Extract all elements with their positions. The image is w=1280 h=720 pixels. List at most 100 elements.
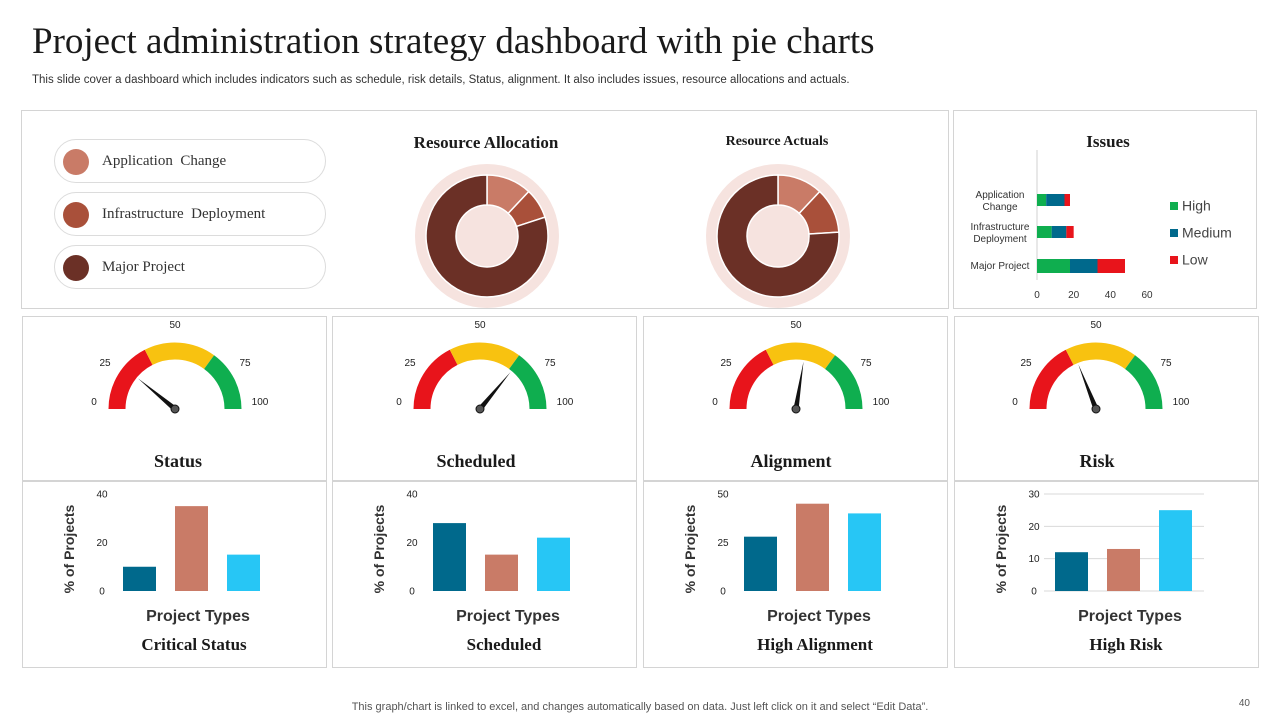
bar-y-tick-label: 10 [1028, 554, 1040, 565]
bar-3 [1159, 510, 1192, 591]
bar-chart-title: High Alignment [757, 635, 873, 654]
page-title: Project administration strategy dashboar… [32, 21, 875, 62]
bar-y-tick-label: 40 [406, 490, 418, 501]
gauge-segment-3 [203, 355, 242, 410]
bar-y-tick-label: 0 [409, 587, 415, 598]
bar-x-axis-label: Project Types [767, 608, 871, 625]
resource-allocation-title: Resource Allocation [413, 133, 559, 152]
resource-actuals-title: Resource Actuals [725, 134, 829, 149]
gauge-label-100: 100 [557, 397, 574, 408]
bar-1 [123, 566, 156, 591]
issues-bar-low-3 [1097, 259, 1125, 273]
bar-3 [848, 513, 881, 591]
gauge-label-100: 100 [252, 397, 269, 408]
gauge-segment-1 [413, 349, 458, 410]
legend-swatch [63, 255, 89, 281]
bar-1 [744, 536, 777, 591]
bar-y-axis-label: % of Projects [682, 504, 698, 593]
page-number: 40 [1238, 698, 1250, 709]
risk-title: Risk [1079, 451, 1115, 471]
critical-status-cell [22, 481, 327, 668]
bar-chart-title: Critical Status [141, 635, 247, 654]
legend-item-infrastructure-deployment: Infrastructure Deployment [54, 192, 326, 236]
issues-legend-label-low: Low [1182, 252, 1209, 268]
issues-bar-low-1 [1064, 194, 1070, 206]
gauge-label-25: 25 [99, 358, 111, 369]
bar-2 [485, 554, 518, 591]
gauge-label-75: 75 [1160, 358, 1172, 369]
bar-x-axis-label: Project Types [146, 608, 250, 625]
bar-y-tick-label: 20 [406, 538, 418, 549]
issues-category-label: Major Project [971, 261, 1030, 272]
issues-legend-swatch-medium [1170, 229, 1178, 237]
gauge-segment-3 [508, 355, 547, 410]
gauge-needle [138, 378, 177, 412]
gauge-label-100: 100 [873, 397, 890, 408]
gauge-needle [793, 361, 804, 410]
gauge-pivot [1091, 404, 1101, 414]
legend-swatch [63, 202, 89, 228]
bar-y-axis-label: % of Projects [993, 504, 1009, 593]
scheduled-gauge: 0 25 50 75 100 [396, 320, 574, 414]
gauge-label-25: 25 [1020, 358, 1032, 369]
gauge-needle [477, 372, 511, 411]
bar-y-tick-label: 0 [1031, 587, 1037, 598]
gauge-label-50: 50 [169, 320, 181, 331]
gauge-segment-1 [108, 349, 153, 410]
gauge-needle [1078, 364, 1099, 410]
bar-3 [537, 537, 570, 591]
issues-panel [953, 110, 1257, 309]
gauge-label-50: 50 [1090, 320, 1102, 331]
risk-gauge: 0 25 50 75 100 [1012, 320, 1190, 414]
critical-status-bar-chart: 0 20 40 % of Projects Project Types Critical … [61, 490, 260, 654]
legend-label: Application Change [102, 153, 227, 169]
bar-2 [1107, 548, 1140, 591]
alignment-gauge: 0 25 50 75 100 [712, 320, 890, 414]
issues-bar-high-1 [1037, 194, 1047, 206]
issues-bar-medium-1 [1046, 194, 1065, 206]
bar-y-tick-label: 50 [717, 490, 729, 501]
gauge-segment-3 [1124, 355, 1163, 410]
issues-category-label: Application [976, 190, 1025, 201]
gauge-pivot [475, 404, 485, 414]
bar-2 [175, 506, 208, 591]
bar-y-tick-label: 40 [96, 490, 108, 501]
bar-y-tick-label: 30 [1028, 490, 1040, 501]
high-risk-cell [954, 481, 1259, 668]
scheduled-bar-chart: 0 20 40 % of Projects Project Types Scheduled [371, 490, 570, 654]
scheduled-bar-cell [332, 481, 637, 668]
gauge-label-0: 0 [1012, 397, 1018, 408]
issues-tick-label: 20 [1068, 290, 1080, 301]
gauge-segment-2 [1065, 342, 1136, 370]
issues-tick-label: 0 [1034, 290, 1040, 301]
scheduled-title: Scheduled [436, 451, 516, 471]
gauge-label-0: 0 [396, 397, 402, 408]
gauge-segment-2 [449, 342, 520, 370]
issues-legend-label-medium: Medium [1182, 225, 1232, 241]
gauge-label-0: 0 [712, 397, 718, 408]
status-title: Status [153, 451, 202, 471]
issues-legend-label-high: High [1182, 198, 1211, 214]
bar-y-tick-label: 20 [1028, 522, 1040, 533]
high-risk-bar-chart: 0 10 20 30 % of Projects Project Types High Ri… [993, 490, 1204, 654]
donut-slice-3 [716, 174, 840, 298]
issues-tick-label: 40 [1105, 290, 1117, 301]
gauge-segment-3 [824, 355, 863, 410]
issues-bar-low-2 [1066, 226, 1074, 238]
footer-note: This graph/chart is linked to excel, and… [351, 701, 929, 713]
gauge-pivot [170, 404, 180, 414]
bar-chart-title: High Risk [1089, 635, 1163, 654]
alignment-title: Alignment [750, 451, 832, 471]
issues-tick-label: 60 [1141, 290, 1153, 301]
issues-title: Issues [1086, 132, 1130, 151]
gauge-label-25: 25 [404, 358, 416, 369]
page-subtitle: This slide cover a dashboard which inclu… [32, 74, 850, 86]
bar-x-axis-label: Project Types [1078, 608, 1182, 625]
issues-category-label: Infrastructure [971, 222, 1030, 233]
legend-swatch [63, 149, 89, 175]
legend-item-application-change: Application Change [54, 139, 326, 183]
bar-y-tick-label: 0 [720, 587, 726, 598]
issues-bar-high-2 [1037, 226, 1052, 238]
bar-1 [1055, 552, 1088, 591]
gauge-label-50: 50 [474, 320, 486, 331]
